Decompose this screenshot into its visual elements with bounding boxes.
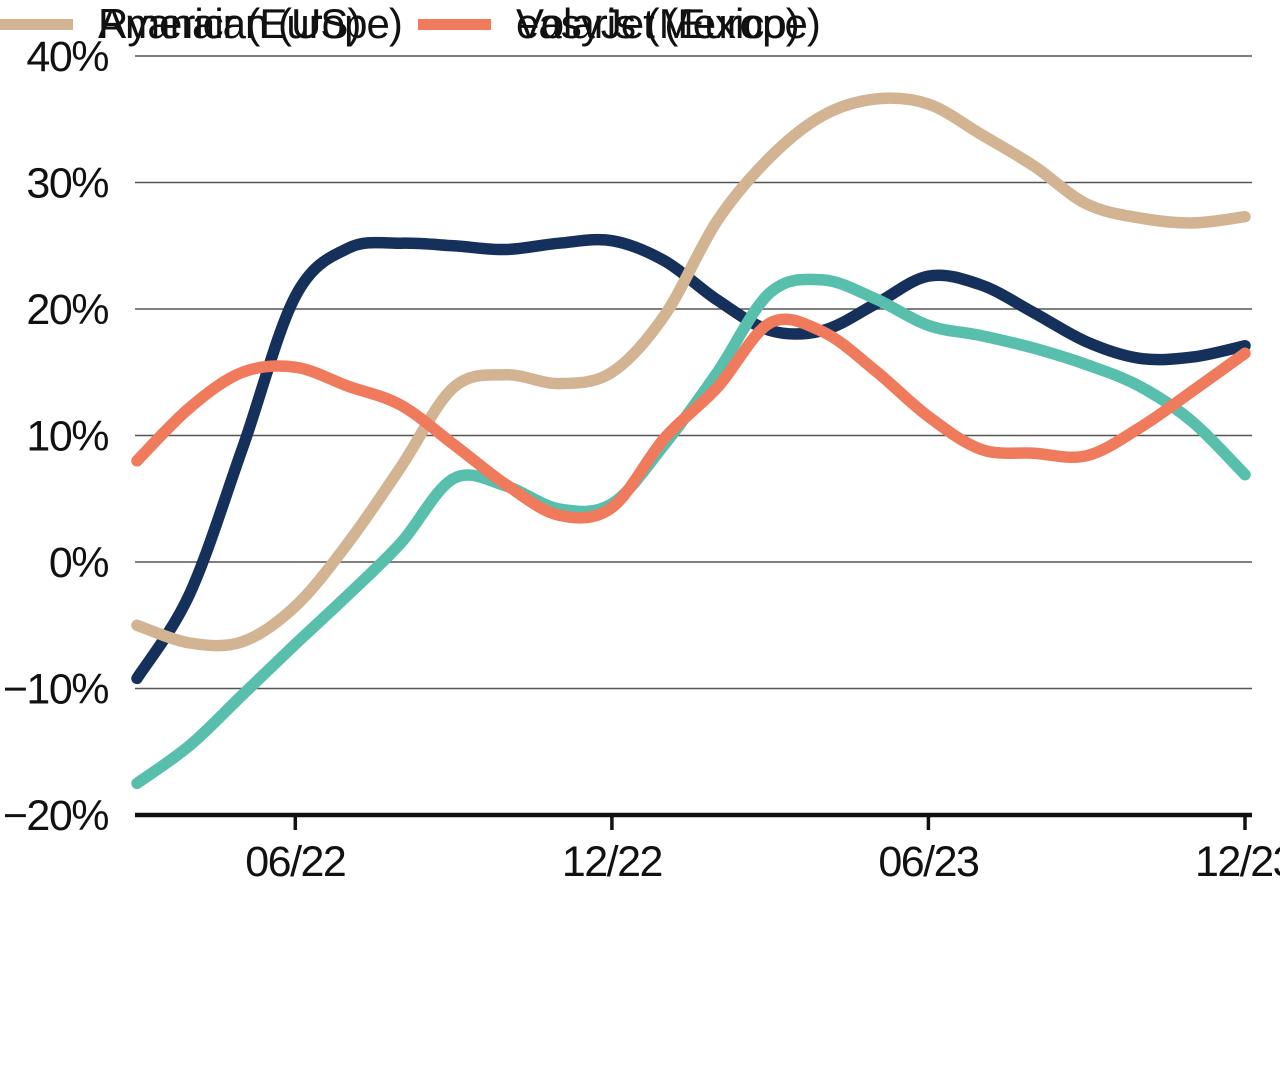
y-axis-label-10: 10%	[26, 413, 108, 461]
series-line-easyjet-europe	[131, 273, 1251, 790]
y-axis-label-0: 0%	[49, 539, 108, 587]
x-axis-label-06/22: 06/22	[245, 838, 345, 886]
series-line-american-us	[131, 233, 1251, 685]
y-axis-label--10: −10%	[3, 666, 108, 714]
y-axis-label-40: 40%	[26, 33, 108, 81]
series-line-volaris-mexico	[131, 313, 1251, 524]
x-axis-label-12/23: 12/23	[1195, 838, 1280, 886]
x-axis-label-06/23: 06/23	[878, 838, 979, 886]
x-axis-label-12/22: 12/22	[562, 838, 662, 886]
y-axis-label-20: 20%	[26, 286, 108, 334]
y-axis-label-30: 30%	[26, 160, 108, 208]
y-axis-label--20: −20%	[3, 792, 108, 840]
airline-stock-line-chart: 40% 30% 20% 10% 0% −10% −20% 06/22 12/22 06/23 12/…	[3, 33, 1280, 886]
series-line-ryanair-europe	[131, 92, 1251, 652]
